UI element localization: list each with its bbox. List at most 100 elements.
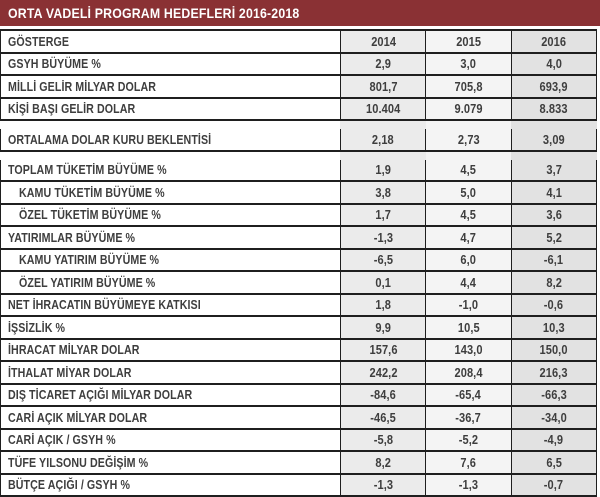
cell-2016-value: 150,0: [539, 342, 568, 358]
row-label-text: GÖSTERGE: [8, 33, 70, 49]
cell-2014: 2,18: [340, 129, 426, 150]
separator-label-gap: [0, 151, 340, 160]
cell-2016-value: -34,0: [541, 409, 567, 425]
cell-2014-value: 3,8: [375, 184, 391, 200]
cell-2016-value: -0,7: [544, 477, 564, 493]
cell-2014: -1,3: [340, 227, 426, 248]
cell-2015-value: -1,0: [458, 297, 479, 313]
cell-2015-value: 4,5: [460, 207, 477, 223]
cell-2014-value: 9,9: [375, 319, 391, 335]
cell-2016: 216,3: [510, 362, 597, 383]
cell-2016: -6,1: [510, 249, 597, 270]
cell-2015-value: 3,0: [460, 56, 477, 72]
cell-2015: -1,3: [425, 474, 511, 495]
cell-2016-value: 693,9: [539, 78, 568, 94]
table-header-row: GÖSTERGE 2014 2015 2016: [0, 31, 597, 54]
cell-2014-value: 1,8: [375, 297, 391, 313]
cell-2014-value: 0,1: [375, 274, 391, 290]
row-label-text: DIŞ TİCARET AÇIĞI MİLYAR DOLAR: [8, 387, 193, 403]
table-row: ÖZEL YATIRIM BÜYÜME % 0,1 4,4 8,2: [0, 272, 597, 295]
cell-2015: 5,0: [425, 182, 511, 203]
cell-2015: -1,0: [425, 294, 511, 315]
cell-2014-value: 157,6: [369, 342, 398, 358]
cell-2015-value: 4,5: [460, 162, 477, 178]
row-label-text: ORTALAMA DOLAR KURU BEKLENTİSİ: [8, 131, 212, 147]
cell-2014: 2014: [340, 31, 426, 52]
cell-2016: 3,7: [510, 159, 597, 180]
row-label: KAMU YATIRIM BÜYÜME %: [0, 249, 340, 270]
table-row: KİŞİ BAŞI GELİR DOLAR 10.404 9.079 8.833: [0, 98, 597, 121]
cell-2014: -46,5: [340, 407, 426, 428]
row-label: ÖZEL YATIRIM BÜYÜME %: [0, 272, 340, 293]
cell-2015: 2015: [425, 31, 511, 52]
cell-2014: 0,1: [340, 272, 426, 293]
separator-2014-band: [340, 151, 426, 160]
cell-2015: 4,4: [425, 272, 511, 293]
separator-2016-band: [511, 121, 598, 129]
cell-2016-value: -0,6: [544, 297, 564, 313]
table-row: TOPLAM TÜKETİM BÜYÜME % 1,9 4,5 3,7: [0, 159, 597, 182]
row-label-text: BÜTÇE AÇIĞI / GSYH %: [8, 477, 131, 493]
row-label-text: YATIRIMLAR BÜYÜME %: [8, 229, 136, 245]
cell-2016: 693,9: [510, 76, 597, 97]
table-row: BÜTÇE AÇIĞI / GSYH % -1,3 -1,3 -0,7: [0, 474, 597, 497]
cell-2016-value: -66,3: [541, 387, 567, 403]
table-row: KAMU YATIRIM BÜYÜME % -6,5 6,0 -6,1: [0, 249, 597, 272]
cell-2014-value: -1,3: [373, 229, 393, 245]
row-label-text: TOPLAM TÜKETİM BÜYÜME %: [8, 162, 167, 178]
cell-2015-value: -65,4: [455, 387, 482, 403]
cell-2014: 2,9: [340, 53, 426, 74]
cell-2014: -84,6: [340, 384, 426, 405]
cell-2016: 5,2: [510, 227, 597, 248]
cell-2014: -5,8: [340, 429, 426, 450]
cell-2014-value: 1,9: [375, 162, 391, 178]
cell-2015: -65,4: [425, 384, 511, 405]
cell-2014-value: 8,2: [375, 454, 391, 470]
cell-2014-value: 1,7: [375, 207, 391, 223]
row-label-text: CARİ AÇIK MİLYAR DOLAR: [8, 409, 148, 425]
cell-2015-value: 208,4: [454, 364, 483, 380]
table-row: GSYH BÜYÜME % 2,9 3,0 4,0: [0, 53, 597, 76]
table-row: İŞSİZLİK % 9,9 10,5 10,3: [0, 317, 597, 340]
cell-2016: 8,2: [510, 272, 597, 293]
cell-2016: -34,0: [510, 407, 597, 428]
cell-2014: 1,7: [340, 204, 426, 225]
row-label-text: ÖZEL TÜKETİM BÜYÜME %: [19, 207, 161, 223]
cell-2014-value: -1,3: [373, 477, 393, 493]
table-row: ÖZEL TÜKETİM BÜYÜME % 1,7 4,5 3,6: [0, 204, 597, 227]
cell-2014: -6,5: [340, 249, 426, 270]
cell-2016-value: -4,9: [544, 432, 564, 448]
cell-2016: 8.833: [510, 98, 597, 119]
cell-2015: 4,5: [425, 204, 511, 225]
table-row: YATIRIMLAR BÜYÜME % -1,3 4,7 5,2: [0, 227, 597, 250]
cell-2014: 801,7: [340, 76, 426, 97]
separator-2015-band: [425, 151, 512, 160]
cell-2016-value: 6,5: [546, 454, 562, 470]
cell-2016-value: 10,3: [542, 319, 565, 335]
row-label: NET İHRACATIN BÜYÜMEYE KATKISI: [0, 294, 340, 315]
cell-2014: 242,2: [340, 362, 426, 383]
row-label: TOPLAM TÜKETİM BÜYÜME %: [0, 159, 340, 180]
cell-2016: 6,5: [510, 452, 597, 473]
row-label-text: MİLLİ GELİR MİLYAR DOLAR: [8, 78, 157, 94]
row-label-text: ÖZEL YATIRIM BÜYÜME %: [19, 274, 156, 290]
table-separator: [0, 121, 598, 129]
cell-2014-value: 2,18: [372, 131, 395, 147]
table-separator: [0, 151, 598, 160]
cell-2015: 143,0: [425, 339, 511, 360]
cell-2015: 3,0: [425, 53, 511, 74]
cell-2016-value: 4,0: [546, 56, 562, 72]
cell-2015-value: 4,7: [460, 229, 477, 245]
cell-2015-value: 10,5: [457, 319, 480, 335]
table-row: İHRACAT MİLYAR DOLAR 157,6 143,0 150,0: [0, 339, 597, 362]
targets-table: GÖSTERGE 2014 2015 2016 GSYH BÜYÜME % 2,…: [0, 29, 598, 497]
cell-2015-value: 6,0: [460, 252, 477, 268]
cell-2014: 1,9: [340, 159, 426, 180]
cell-2015-value: 4,4: [460, 274, 477, 290]
cell-2016: -0,6: [510, 294, 597, 315]
cell-2016-value: 4,1: [546, 184, 562, 200]
row-label: KİŞİ BAŞI GELİR DOLAR: [0, 98, 340, 119]
separator-2015-band: [425, 121, 512, 129]
row-label-text: CARİ AÇIK / GSYH %: [8, 432, 116, 448]
cell-2015-value: -1,3: [458, 477, 479, 493]
